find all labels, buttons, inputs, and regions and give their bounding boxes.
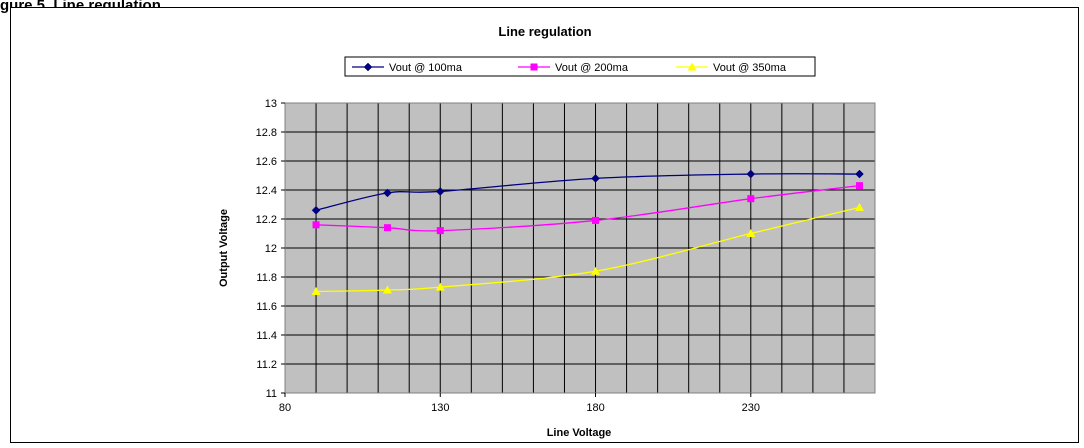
- y-tick-label: 11.2: [256, 359, 277, 371]
- x-tick-label: 80: [279, 402, 291, 414]
- series-1: [311, 169, 864, 215]
- data-point: [747, 195, 755, 203]
- legend-label: Vout @ 100ma: [389, 62, 463, 74]
- data-point: [311, 205, 321, 215]
- y-tick-label: 12.4: [256, 185, 277, 197]
- data-point: [591, 266, 601, 275]
- data-point: [383, 224, 391, 232]
- y-tick-label: 12.6: [256, 156, 277, 168]
- data-point: [435, 282, 445, 291]
- x-tick-label: 180: [586, 402, 604, 414]
- y-tick-label: 12: [265, 243, 277, 255]
- y-tick-label: 13: [265, 98, 277, 110]
- data-point: [435, 187, 445, 196]
- legend-label: Vout @ 350ma: [713, 62, 787, 74]
- data-point: [591, 174, 600, 183]
- data-point: [312, 221, 320, 229]
- series-3: [311, 202, 864, 295]
- legend-swatch-marker: [530, 63, 538, 71]
- y-tick-label: 11.8: [256, 272, 277, 284]
- data-point: [311, 287, 321, 295]
- data-point: [436, 227, 444, 235]
- data-point: [383, 188, 392, 198]
- legend-label: Vout @ 200ma: [555, 62, 629, 74]
- y-tick-label: 12.8: [256, 127, 277, 139]
- legend-swatch-marker: [363, 62, 373, 72]
- y-tick-label: 11.4: [256, 330, 277, 342]
- y-tick-label: 11: [266, 388, 277, 400]
- x-axis-label: Line Voltage: [547, 427, 612, 439]
- data-point: [382, 285, 392, 294]
- y-tick-label: 11.6: [256, 301, 277, 313]
- legend-swatch-marker: [687, 62, 697, 71]
- y-axis-label: Output Voltage: [218, 209, 230, 287]
- data-point: [746, 169, 756, 179]
- chart-title: Line regulation: [498, 24, 591, 39]
- data-point: [746, 229, 756, 237]
- y-tick-label: 12.2: [256, 214, 277, 226]
- x-tick-label: 230: [742, 402, 760, 414]
- data-point: [592, 216, 600, 224]
- data-point: [855, 182, 863, 190]
- legend-box: [344, 56, 816, 77]
- legend: Vout @ 100ma Vout @ 200ma Vout @ 350ma: [344, 56, 816, 77]
- series-2: [312, 182, 863, 235]
- x-tick-label: 130: [431, 402, 449, 414]
- data-point: [854, 202, 864, 211]
- data-point: [855, 169, 864, 179]
- plot-area: 11 11.2 11.4 11.6 11.8 12 12.2 12.4 12.6 12.8 13 80…: [256, 98, 876, 414]
